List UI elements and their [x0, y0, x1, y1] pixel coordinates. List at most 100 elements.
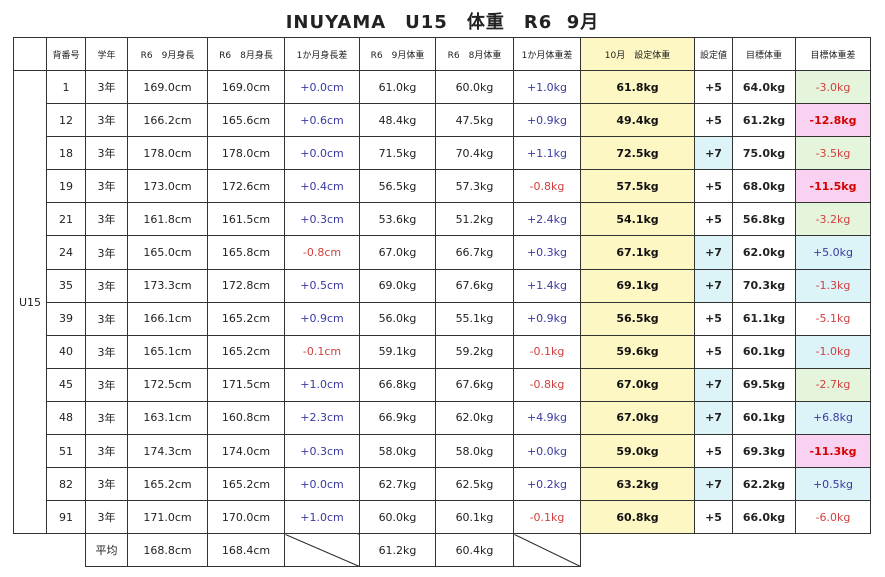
weight-diff-cell: +0.2kg [513, 467, 581, 502]
height-sep-cell: 165.1cm [127, 334, 208, 369]
average-weight-sep: 61.2kg [359, 533, 436, 568]
weight-diff-cell: -0.8kg [513, 367, 581, 402]
target-diff-cell: -1.0kg [795, 334, 871, 369]
player-number: 39 [46, 301, 86, 336]
weight-sep-cell: 67.0kg [359, 235, 436, 270]
header-set-weight: 10月 設定体重 [580, 37, 695, 71]
weight-sep-cell: 66.8kg [359, 367, 436, 402]
set-weight-cell: 61.8kg [580, 69, 695, 105]
height-diff-cell: +1.0cm [284, 500, 360, 535]
set-weight-cell: 56.5kg [580, 301, 695, 336]
adjust-cell: +5 [694, 500, 733, 535]
adjust-cell: +5 [694, 301, 733, 336]
height-aug-cell: 165.2cm [207, 467, 285, 502]
target-diff-cell: -5.1kg [795, 301, 871, 336]
table-row: U15 1 3年 169.0cm 169.0cm +0.0cm 61.0kg 6… [13, 69, 871, 535]
height-aug-cell: 172.8cm [207, 268, 285, 303]
target-diff-cell: +5.0kg [795, 235, 871, 270]
weight-diff-cell: -0.1kg [513, 334, 581, 369]
grade-cell: 3年 [85, 500, 128, 535]
weight-aug-cell: 70.4kg [435, 136, 514, 171]
grade-cell: 3年 [85, 434, 128, 469]
adjust-cell: +5 [694, 334, 733, 369]
target-diff-cell: -3.2kg [795, 202, 871, 237]
target-diff-cell: -3.5kg [795, 136, 871, 171]
grade-cell: 3年 [85, 202, 128, 237]
weight-aug-cell: 67.6kg [435, 367, 514, 402]
set-weight-cell: 67.1kg [580, 235, 695, 270]
grade-cell: 3年 [85, 367, 128, 402]
table-row: 48 3年 163.1cm 160.8cm +2.3cm 66.9kg 62.0… [14, 400, 871, 436]
average-row: 平均 168.8cm 168.4cm 61.2kg 60.4kg [14, 533, 871, 568]
target-diff-cell: -11.5kg [795, 169, 871, 204]
height-diff-cell: +0.6cm [284, 103, 360, 138]
target-diff-cell: -1.3kg [795, 268, 871, 303]
height-sep-cell: 171.0cm [127, 500, 208, 535]
height-diff-cell: +0.0cm [284, 467, 360, 502]
weight-aug-cell: 62.0kg [435, 400, 514, 436]
average-spacer [695, 534, 733, 567]
height-sep-cell: 173.0cm [127, 169, 208, 204]
weight-diff-cell: +4.9kg [513, 400, 581, 436]
weight-diff-cell: +2.4kg [513, 202, 581, 237]
grade-cell: 3年 [85, 136, 128, 171]
set-weight-cell: 69.1kg [580, 268, 695, 303]
weight-sep-cell: 61.0kg [359, 69, 436, 105]
set-weight-cell: 67.0kg [580, 367, 695, 402]
height-sep-cell: 169.0cm [127, 69, 208, 105]
target-weight-cell: 62.2kg [732, 467, 796, 502]
adjust-cell: +7 [694, 400, 733, 436]
weight-sep-cell: 53.6kg [359, 202, 436, 237]
player-number: 48 [46, 400, 86, 436]
adjust-cell: +7 [694, 268, 733, 303]
table-row: 24 3年 165.0cm 165.8cm -0.8cm 67.0kg 66.7… [14, 235, 871, 270]
target-diff-cell: +6.8kg [795, 400, 871, 436]
weight-diff-cell: +1.4kg [513, 268, 581, 303]
target-weight-cell: 60.1kg [732, 400, 796, 436]
target-diff-cell: -6.0kg [795, 500, 871, 535]
table-row: 45 3年 172.5cm 171.5cm +1.0cm 66.8kg 67.6… [14, 367, 871, 402]
grade-cell: 3年 [85, 235, 128, 270]
height-diff-cell: -0.1cm [284, 334, 360, 369]
height-aug-cell: 169.0cm [207, 69, 285, 105]
average-spacer [47, 534, 86, 567]
header-target-diff: 目標体重差 [795, 37, 871, 71]
table-row: 21 3年 161.8cm 161.5cm +0.3cm 53.6kg 51.2… [14, 202, 871, 237]
player-number: 18 [46, 136, 86, 171]
weight-aug-cell: 67.6kg [435, 268, 514, 303]
header-weight-aug: R6 8月体重 [435, 37, 514, 71]
header-height-aug: R6 8月身長 [207, 37, 285, 71]
weight-sep-cell: 62.7kg [359, 467, 436, 502]
average-label: 平均 [85, 533, 128, 568]
average-weight-aug: 60.4kg [435, 533, 514, 568]
target-diff-cell: -12.8kg [795, 103, 871, 138]
weight-aug-cell: 59.2kg [435, 334, 514, 369]
set-weight-cell: 49.4kg [580, 103, 695, 138]
height-diff-cell: +0.5cm [284, 268, 360, 303]
average-spacer [796, 534, 871, 567]
weight-sep-cell: 71.5kg [359, 136, 436, 171]
height-diff-cell: +1.0cm [284, 367, 360, 402]
height-sep-cell: 163.1cm [127, 400, 208, 436]
average-spacer [14, 534, 47, 567]
set-weight-cell: 54.1kg [580, 202, 695, 237]
height-aug-cell: 170.0cm [207, 500, 285, 535]
height-aug-cell: 160.8cm [207, 400, 285, 436]
height-aug-cell: 178.0cm [207, 136, 285, 171]
grade-cell: 3年 [85, 334, 128, 369]
grade-cell: 3年 [85, 169, 128, 204]
player-number: 40 [46, 334, 86, 369]
adjust-cell: +5 [694, 169, 733, 204]
weight-sep-cell: 59.1kg [359, 334, 436, 369]
target-diff-cell: +0.5kg [795, 467, 871, 502]
weight-aug-cell: 66.7kg [435, 235, 514, 270]
table-row: 82 3年 165.2cm 165.2cm +0.0cm 62.7kg 62.5… [14, 467, 871, 502]
target-diff-cell: -11.3kg [795, 434, 871, 469]
average-height-sep: 168.8cm [127, 533, 208, 568]
player-number: 19 [46, 169, 86, 204]
set-weight-cell: 59.0kg [580, 434, 695, 469]
weight-sep-cell: 69.0kg [359, 268, 436, 303]
height-diff-cell: -0.8cm [284, 235, 360, 270]
header-target-weight: 目標体重 [732, 37, 796, 71]
